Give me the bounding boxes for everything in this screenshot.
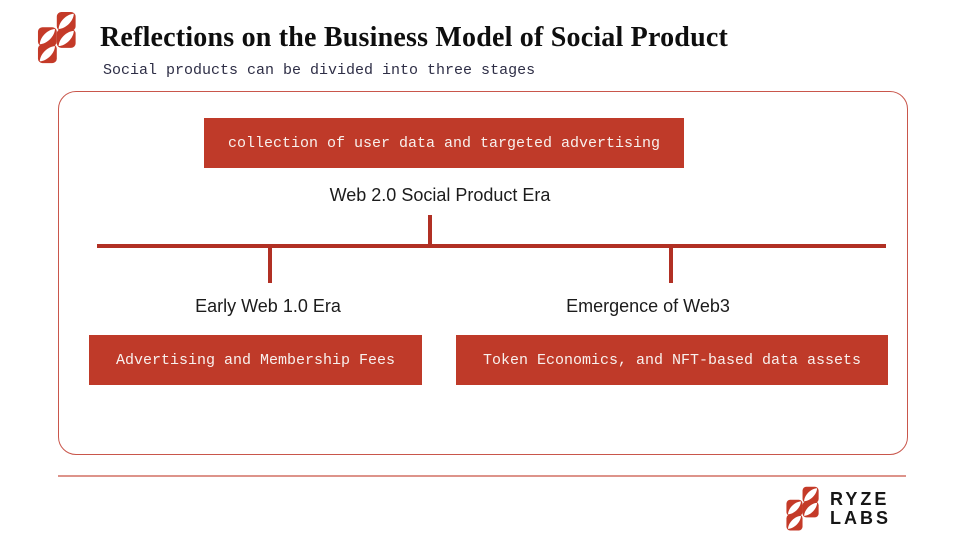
web3-description-box: Token Economics, and NFT-based data asse…: [456, 335, 888, 385]
timeline-line: [97, 244, 886, 248]
brand-wordmark: RYZE LABS: [830, 490, 891, 528]
web2-description-box: collection of user data and targeted adv…: [204, 118, 684, 168]
web3-era-label: Emergence of Web3: [566, 296, 730, 316]
page-subtitle: Social products can be divided into thre…: [103, 62, 536, 79]
footer-divider: [58, 475, 906, 477]
timeline-tick-web2: [428, 215, 432, 248]
brand-line-2: LABS: [830, 508, 891, 528]
web2-era-label: Web 2.0 Social Product Era: [329, 185, 551, 205]
timeline-tick-web3: [669, 244, 673, 283]
brand-line-1: RYZE: [830, 489, 890, 509]
web1-description-box: Advertising and Membership Fees: [89, 335, 422, 385]
ryze-mark-icon: [786, 486, 819, 531]
page-title: Reflections on the Business Model of Soc…: [100, 22, 729, 53]
timeline-tick-web1: [268, 244, 272, 283]
web1-era-label: Early Web 1.0 Era: [195, 296, 341, 316]
footer-brand: RYZE LABS: [778, 485, 891, 533]
ryze-mark-icon: [37, 12, 76, 64]
